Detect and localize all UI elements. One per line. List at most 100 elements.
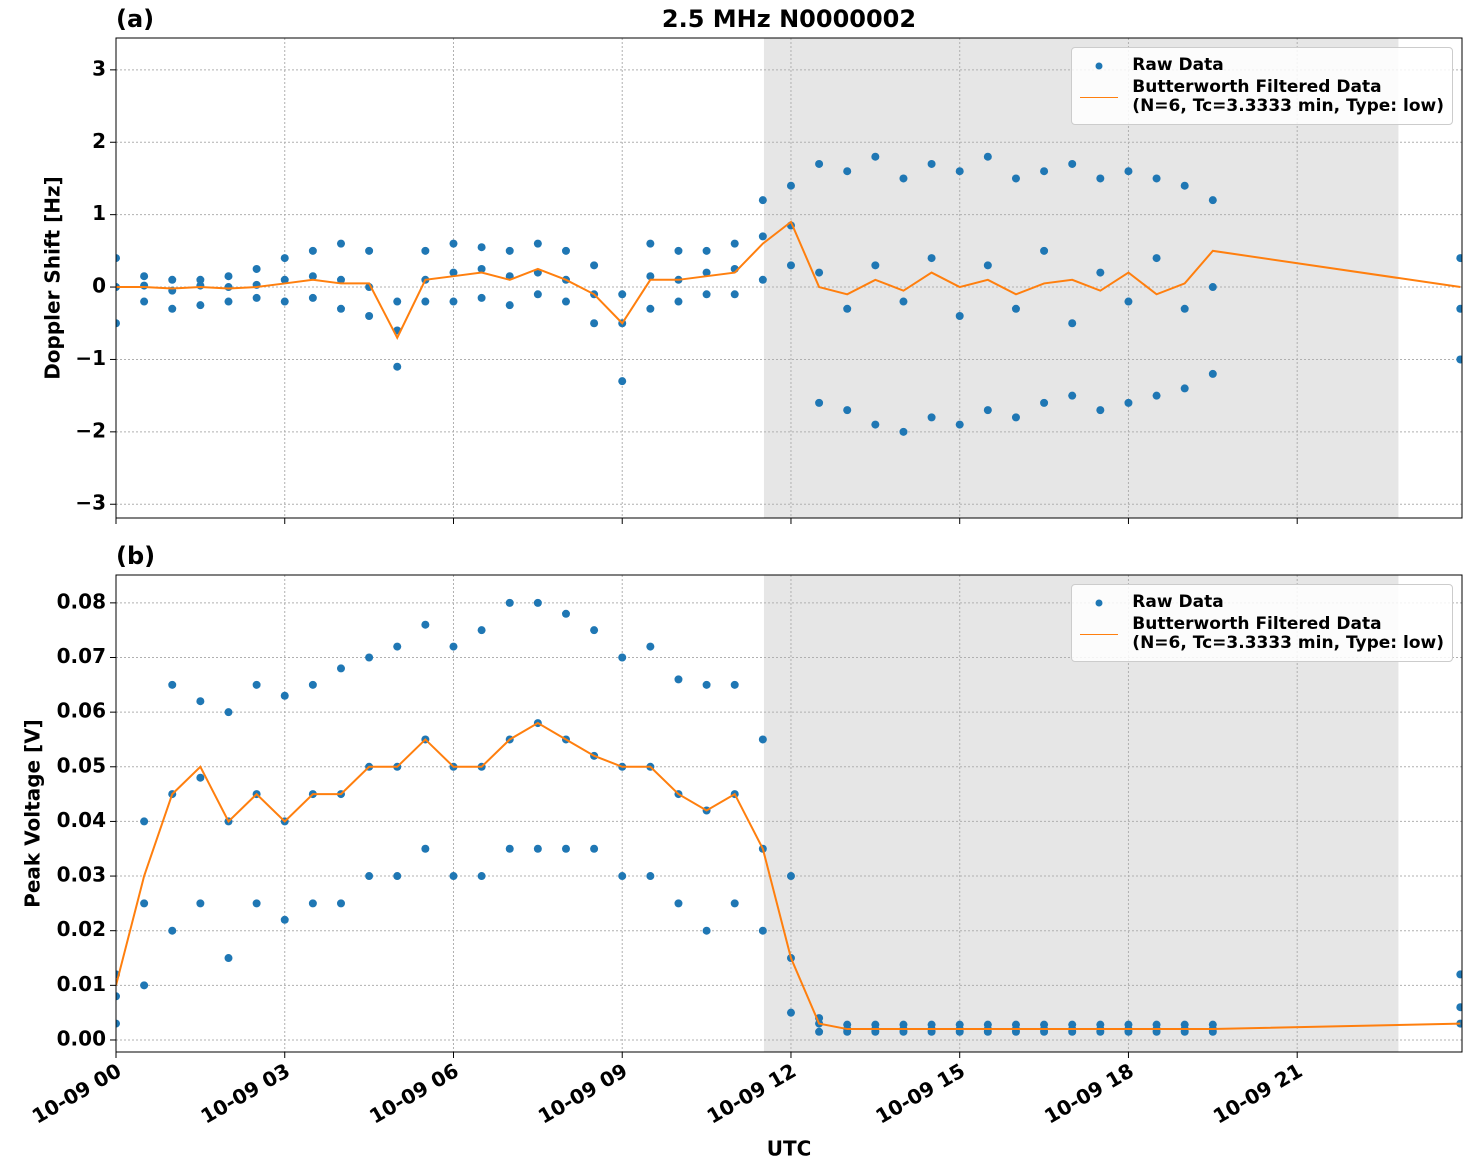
raw-point bbox=[1152, 174, 1161, 183]
raw-point bbox=[1011, 174, 1020, 183]
raw-point bbox=[590, 626, 599, 635]
raw-point bbox=[1152, 391, 1161, 400]
raw-point bbox=[1180, 181, 1189, 190]
raw-point bbox=[1011, 304, 1020, 313]
y-tick-label: 0 bbox=[92, 274, 106, 298]
raw-point bbox=[758, 275, 767, 284]
raw-point bbox=[983, 406, 992, 415]
y-tick-label: 0.02 bbox=[57, 917, 106, 941]
raw-point bbox=[421, 620, 430, 629]
raw-point bbox=[1096, 268, 1105, 277]
raw-point bbox=[252, 293, 261, 302]
raw-point bbox=[224, 283, 233, 292]
raw-point bbox=[786, 261, 795, 270]
legend-label: Butterworth Filtered Data (N=6, Tc=3.333… bbox=[1132, 77, 1444, 116]
raw-point bbox=[449, 872, 458, 881]
raw-point bbox=[1180, 384, 1189, 393]
y-axis-label: Doppler Shift [Hz] bbox=[41, 176, 65, 380]
raw-point bbox=[646, 872, 655, 881]
x-tick-label: 10-09 18 bbox=[1040, 1058, 1138, 1128]
raw-point bbox=[758, 232, 767, 241]
raw-point bbox=[477, 293, 486, 302]
raw-point bbox=[280, 297, 289, 306]
plot-frame bbox=[115, 37, 1463, 519]
raw-point bbox=[871, 420, 880, 429]
x-tick-label: 10-09 06 bbox=[365, 1058, 463, 1128]
raw-point bbox=[646, 239, 655, 248]
legend-marker bbox=[1095, 62, 1103, 70]
raw-point bbox=[1124, 398, 1133, 407]
raw-point bbox=[1040, 167, 1049, 176]
raw-point bbox=[646, 642, 655, 651]
raw-point bbox=[1011, 413, 1020, 422]
y-tick-label: 0.06 bbox=[57, 699, 106, 723]
legend-key bbox=[1080, 78, 1119, 99]
legend-marker bbox=[1095, 599, 1103, 607]
raw-point bbox=[618, 290, 627, 299]
raw-point bbox=[252, 899, 261, 908]
raw-point bbox=[1456, 355, 1462, 364]
raw-point bbox=[646, 304, 655, 313]
y-tick-label: 0.05 bbox=[57, 753, 106, 777]
filtered-line bbox=[116, 220, 1461, 340]
raw-point bbox=[646, 272, 655, 281]
raw-point bbox=[899, 427, 908, 436]
x-axis-label: UTC bbox=[767, 1137, 812, 1161]
y-tick-label: 0.07 bbox=[57, 644, 106, 668]
raw-point bbox=[674, 899, 683, 908]
raw-point bbox=[196, 773, 205, 782]
raw-point bbox=[168, 275, 177, 284]
raw-point bbox=[815, 1027, 824, 1036]
raw-point bbox=[280, 691, 289, 700]
raw-point bbox=[1456, 254, 1462, 263]
raw-point bbox=[871, 152, 880, 161]
raw-point bbox=[533, 290, 542, 299]
raw-point bbox=[730, 680, 739, 689]
raw-point bbox=[815, 398, 824, 407]
raw-point bbox=[1096, 174, 1105, 183]
raw-point bbox=[674, 297, 683, 306]
raw-point bbox=[730, 290, 739, 299]
y-tick-label: −3 bbox=[75, 491, 106, 515]
raw-point bbox=[533, 598, 542, 607]
raw-point bbox=[168, 680, 177, 689]
raw-point bbox=[590, 319, 599, 328]
legend-entry: Butterworth Filtered Data (N=6, Tc=3.333… bbox=[1080, 78, 1444, 116]
raw-point bbox=[336, 275, 345, 284]
x-tick-label: 10-09 03 bbox=[196, 1058, 294, 1128]
legend-key bbox=[1080, 56, 1118, 76]
raw-point bbox=[1068, 391, 1077, 400]
raw-point bbox=[702, 926, 711, 935]
raw-point bbox=[196, 281, 205, 290]
raw-point bbox=[393, 362, 402, 371]
raw-point bbox=[1124, 297, 1133, 306]
raw-point bbox=[449, 268, 458, 277]
raw-point bbox=[786, 1008, 795, 1017]
raw-point bbox=[336, 239, 345, 248]
raw-point bbox=[927, 413, 936, 422]
raw-point bbox=[505, 301, 514, 310]
raw-point bbox=[533, 239, 542, 248]
raw-point bbox=[786, 872, 795, 881]
raw-point bbox=[393, 872, 402, 881]
raw-point bbox=[308, 293, 317, 302]
raw-point bbox=[336, 899, 345, 908]
raw-point bbox=[140, 281, 149, 290]
raw-point bbox=[1040, 398, 1049, 407]
raw-point bbox=[871, 261, 880, 270]
raw-point bbox=[1068, 159, 1077, 168]
raw-point bbox=[590, 261, 599, 270]
raw-point bbox=[252, 264, 261, 273]
y-tick-label: 0.08 bbox=[57, 589, 106, 613]
raw-point bbox=[308, 899, 317, 908]
raw-point bbox=[1456, 970, 1462, 979]
legend-key bbox=[1080, 593, 1118, 613]
raw-point bbox=[1068, 319, 1077, 328]
legend-swatch bbox=[1095, 62, 1103, 70]
raw-point bbox=[505, 844, 514, 853]
y-tick-label: 3 bbox=[92, 56, 106, 80]
raw-point bbox=[280, 275, 289, 284]
raw-point bbox=[618, 377, 627, 386]
raw-point bbox=[224, 954, 233, 963]
